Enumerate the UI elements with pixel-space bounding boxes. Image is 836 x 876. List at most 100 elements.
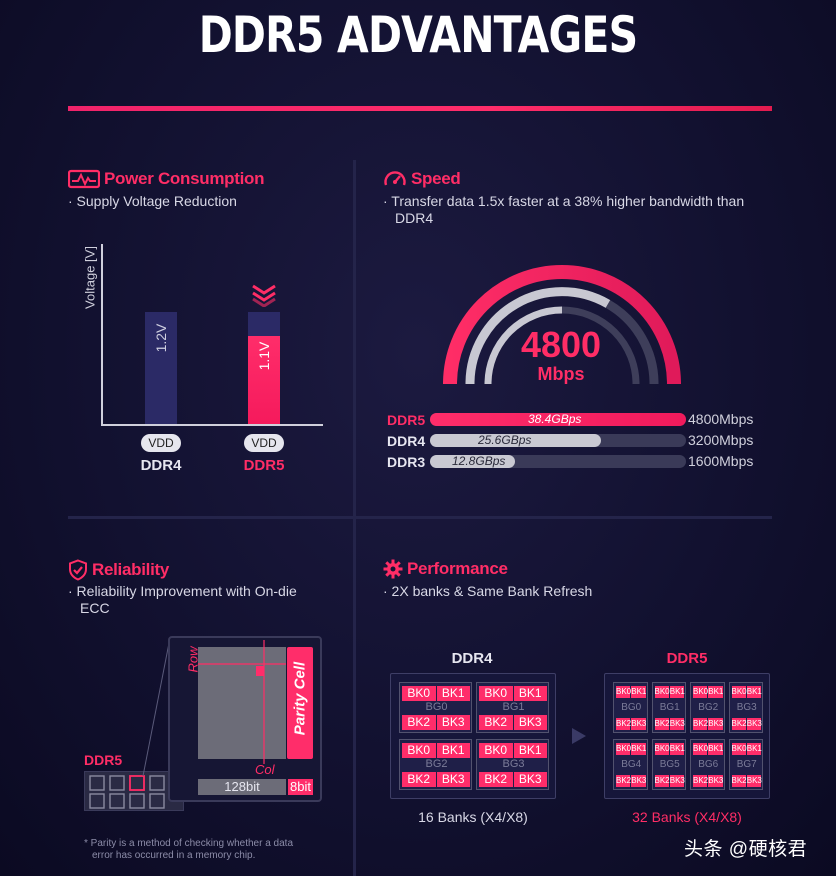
- performance-heading: Performance: [383, 559, 508, 579]
- ddr4-banks-caption: 16 Banks (X4/X8): [418, 809, 528, 825]
- bank-group-label: BG0: [425, 700, 448, 713]
- bank-cell: BK2: [402, 772, 436, 787]
- x-axis: [101, 424, 323, 426]
- bank-cell: BK1: [513, 743, 547, 758]
- speed-row-rate: 4800Mbps: [688, 411, 754, 427]
- bank-group: BK0 BK1 BK2 BK3 BG2: [399, 739, 472, 790]
- bank-cell: BK3: [746, 775, 762, 787]
- ddr5-banks-caption: 32 Banks (X4/X8): [632, 809, 742, 825]
- module-ddr5-label: DDR5: [84, 752, 123, 768]
- row-label: Row: [185, 646, 201, 673]
- bank-cell: BK0: [654, 743, 670, 755]
- bank-group: BK0 BK1 BK2 BK3 BG0: [613, 682, 648, 733]
- speed-row-name: DDR3: [387, 454, 426, 470]
- bank-cell: BK0: [693, 686, 709, 698]
- bar-ddr5-value: 1.1V: [256, 341, 272, 371]
- bank-group: BK0 BK1 BK2 BK3 BG0: [399, 682, 472, 733]
- bank-cell: BK1: [631, 743, 647, 755]
- parity-cell-label: Parity Cell: [291, 661, 309, 736]
- bit128-label: 128bit: [198, 779, 286, 795]
- bank-cell: BK2: [654, 775, 670, 787]
- bit8-label: 8bit: [288, 779, 313, 795]
- bank-cell: BK3: [631, 775, 647, 787]
- gear-icon: [383, 559, 403, 579]
- voltage-axis-label: Voltage [V]: [82, 246, 98, 309]
- power-heading: Power Consumption: [68, 169, 264, 189]
- bank-cell: BK0: [731, 743, 747, 755]
- bank-group: BK0 BK1 BK2 BK3 BG6: [690, 739, 725, 790]
- performance-subtitle: · 2X banks & Same Bank Refresh: [383, 583, 593, 599]
- speed-row-rate: 3200Mbps: [688, 432, 754, 448]
- power-subtitle: · Supply Voltage Reduction: [68, 193, 237, 209]
- bank-cell: BK3: [513, 715, 547, 730]
- power-chart-icon: [68, 169, 100, 189]
- memory-module: [84, 771, 184, 811]
- performance-heading-label: Performance: [407, 559, 508, 578]
- title-underline: [68, 106, 772, 111]
- speed-row-bandwidth: 12.8GBps: [452, 454, 506, 468]
- bank-group-label: BG2: [698, 701, 719, 713]
- shield-check-icon: [69, 559, 87, 581]
- y-axis: [101, 244, 103, 426]
- bank-group: BK0 BK1 BK2 BK3 BG2: [690, 682, 725, 733]
- page-title: DDR5 ADVANTAGES: [198, 6, 638, 64]
- speed-row-fill: [430, 455, 515, 468]
- gauge-value: 4800: [520, 324, 602, 365]
- watermark: 头条 @硬核君: [684, 839, 808, 860]
- speed-row-track: 25.6GBps: [430, 433, 686, 447]
- speed-row-name: DDR4: [387, 433, 426, 449]
- arrow-right-icon: [572, 728, 586, 744]
- bank-group-label: BG4: [621, 758, 642, 770]
- bank-cell: BK1: [746, 743, 762, 755]
- speed-row-fill: [430, 434, 601, 447]
- bank-cell: BK0: [402, 686, 436, 701]
- ddr5-banks-title: DDR5: [666, 650, 708, 667]
- footnote-line2: error has occurred in a memory chip.: [92, 850, 256, 861]
- bank-group-label: BG7: [736, 758, 757, 770]
- bank-cell: BK2: [731, 775, 747, 787]
- vdd-pill-ddr4: VDD: [141, 434, 181, 452]
- bank-cell: BK2: [654, 718, 670, 730]
- bank-cell: BK1: [669, 686, 685, 698]
- speed-gauge: [443, 265, 681, 385]
- col-label: Col: [255, 762, 275, 777]
- gauge-arc-ddr3-rest: [561, 306, 640, 385]
- bank-cell: BK3: [669, 775, 685, 787]
- bank-group: BK0 BK1 BK2 BK3 BG3: [476, 739, 549, 790]
- bank-cell: BK1: [746, 686, 762, 698]
- bank-group-label: BG0: [621, 701, 642, 713]
- footnote-line1: * Parity is a method of checking whether…: [84, 838, 294, 849]
- bar-ddr5-reduction: [248, 312, 280, 336]
- gauge-arc-ddr4-rest: [605, 300, 659, 385]
- bank-group: BK0 BK1 BK2 BK3 BG3: [728, 682, 763, 733]
- down-chevrons-icon: [252, 284, 276, 307]
- bank-cell: BK3: [631, 718, 647, 730]
- bank-cell: BK0: [731, 686, 747, 698]
- bank-cell: BK0: [693, 743, 709, 755]
- bank-group-label: BG1: [502, 700, 525, 713]
- bank-group: BK0 BK1 BK2 BK3 BG5: [651, 739, 686, 790]
- gauge-arc-ddr3: [484, 306, 563, 385]
- bank-cell: BK3: [708, 775, 724, 787]
- speed-row-track: 38.4GBps: [430, 412, 686, 426]
- speed-row-bandwidth: 25.6GBps: [478, 433, 532, 447]
- bank-cell: BK3: [669, 718, 685, 730]
- bank-cell: BK3: [436, 772, 470, 787]
- bank-group: BK0 BK1 BK2 BK3 BG4: [613, 739, 648, 790]
- speed-subtitle-line1: · Transfer data 1.5x faster at a 38% hig…: [383, 193, 745, 209]
- speed-heading: Speed: [383, 169, 461, 189]
- speedometer-icon: [384, 171, 406, 186]
- bar-ddr4: [145, 312, 177, 424]
- reliability-heading-label: Reliability: [92, 560, 170, 579]
- zoom-connector: [142, 637, 171, 776]
- bank-cell: BK0: [479, 743, 513, 758]
- reliability-subtitle-line2: ECC: [80, 600, 110, 616]
- speed-row-fill: [430, 413, 686, 426]
- bank-cell: BK2: [479, 715, 513, 730]
- bank-cell: BK2: [479, 772, 513, 787]
- speed-heading-label: Speed: [411, 169, 461, 188]
- bank-cell: BK1: [669, 743, 685, 755]
- bank-cell: BK0: [616, 686, 632, 698]
- bank-cell: BK3: [513, 772, 547, 787]
- bank-group-label: BG6: [698, 758, 719, 770]
